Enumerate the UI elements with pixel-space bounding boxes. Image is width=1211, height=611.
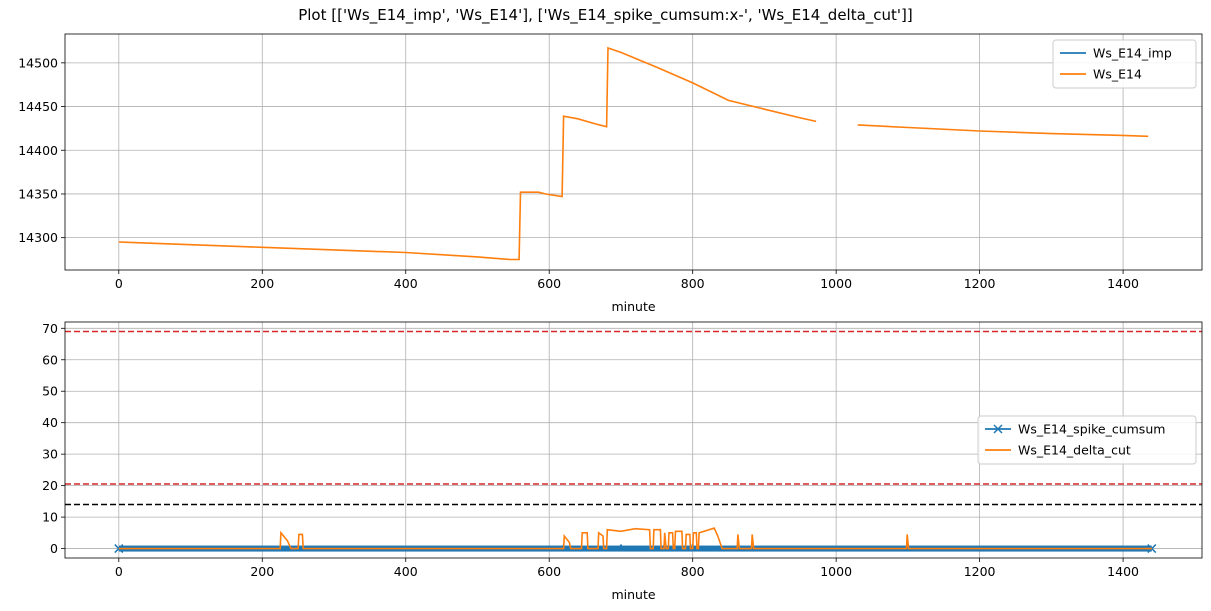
legend-box <box>1052 39 1197 89</box>
series-Ws_E14_spike_cumsum-band <box>118 545 1152 552</box>
x-axis-label: minute <box>611 299 655 314</box>
legend-label: Ws_E14 <box>1093 67 1142 82</box>
x-tick-label: 800 <box>681 276 705 291</box>
y-tick-label: 60 <box>42 352 58 367</box>
series-Ws_E14-line <box>118 46 1149 261</box>
x-tick-label: 1000 <box>820 564 852 579</box>
plot-area <box>65 330 1202 554</box>
figure-title: Plot [['Ws_E14_imp', 'Ws_E14'], ['Ws_E14… <box>298 6 913 24</box>
x-tick-label: 800 <box>681 564 705 579</box>
x-tick-label: 1000 <box>820 276 852 291</box>
x-tick-label: 600 <box>537 564 561 579</box>
x-tick-label: 1200 <box>964 276 996 291</box>
legend: Ws_E14_spike_cumsum Ws_E14_delta_cut <box>977 415 1197 465</box>
axes-frame <box>64 33 1203 271</box>
x-tick-label: 200 <box>250 276 274 291</box>
x-tick-label: 1400 <box>1107 276 1139 291</box>
series-Ws_E14_delta_cut-line <box>118 527 1152 550</box>
y-tick-label: 14300 <box>18 230 58 245</box>
x-tick-label: 1200 <box>964 564 996 579</box>
legend-label: Ws_E14_imp <box>1093 46 1172 61</box>
y-tick-label: 0 <box>50 541 58 556</box>
x-axis-label: minute <box>611 587 655 602</box>
y-tick-label: 70 <box>42 321 58 336</box>
legend-label: Ws_E14_spike_cumsum <box>1018 422 1165 437</box>
legend-box <box>977 415 1197 465</box>
x-tick-label: 400 <box>394 276 418 291</box>
y-tick-label: 50 <box>42 384 58 399</box>
y-tick-label: 14450 <box>18 99 58 114</box>
y-tick-label: 40 <box>42 415 58 430</box>
y-tick-label: 20 <box>42 478 58 493</box>
legend-marker <box>993 424 1003 434</box>
x-tick-label: 1400 <box>1107 564 1139 579</box>
x-tick-label: 600 <box>537 276 561 291</box>
top-subplot: 0 200 400 600 800 1000 1200 1400 14300 14350 14400… <box>18 33 1203 314</box>
legend-label: Ws_E14_delta_cut <box>1018 443 1131 458</box>
bottom-subplot: 0 200 400 600 800 1000 1200 1400 0 10 20 30 40 50 60 70… <box>42 321 1203 602</box>
x-tick-label: 0 <box>115 276 123 291</box>
y-tick-label: 14350 <box>18 186 58 201</box>
y-tick-label: 14400 <box>18 143 58 158</box>
x-tick-label: 400 <box>394 564 418 579</box>
axes-frame <box>64 321 1203 559</box>
plot-area <box>118 46 1149 261</box>
y-tick-label: 14500 <box>18 55 58 70</box>
x-tick-label: 0 <box>115 564 123 579</box>
y-tick-label: 10 <box>42 510 58 525</box>
y-tick-label: 30 <box>42 447 58 462</box>
x-tick-label: 200 <box>250 564 274 579</box>
legend: Ws_E14_imp Ws_E14 <box>1052 39 1197 89</box>
